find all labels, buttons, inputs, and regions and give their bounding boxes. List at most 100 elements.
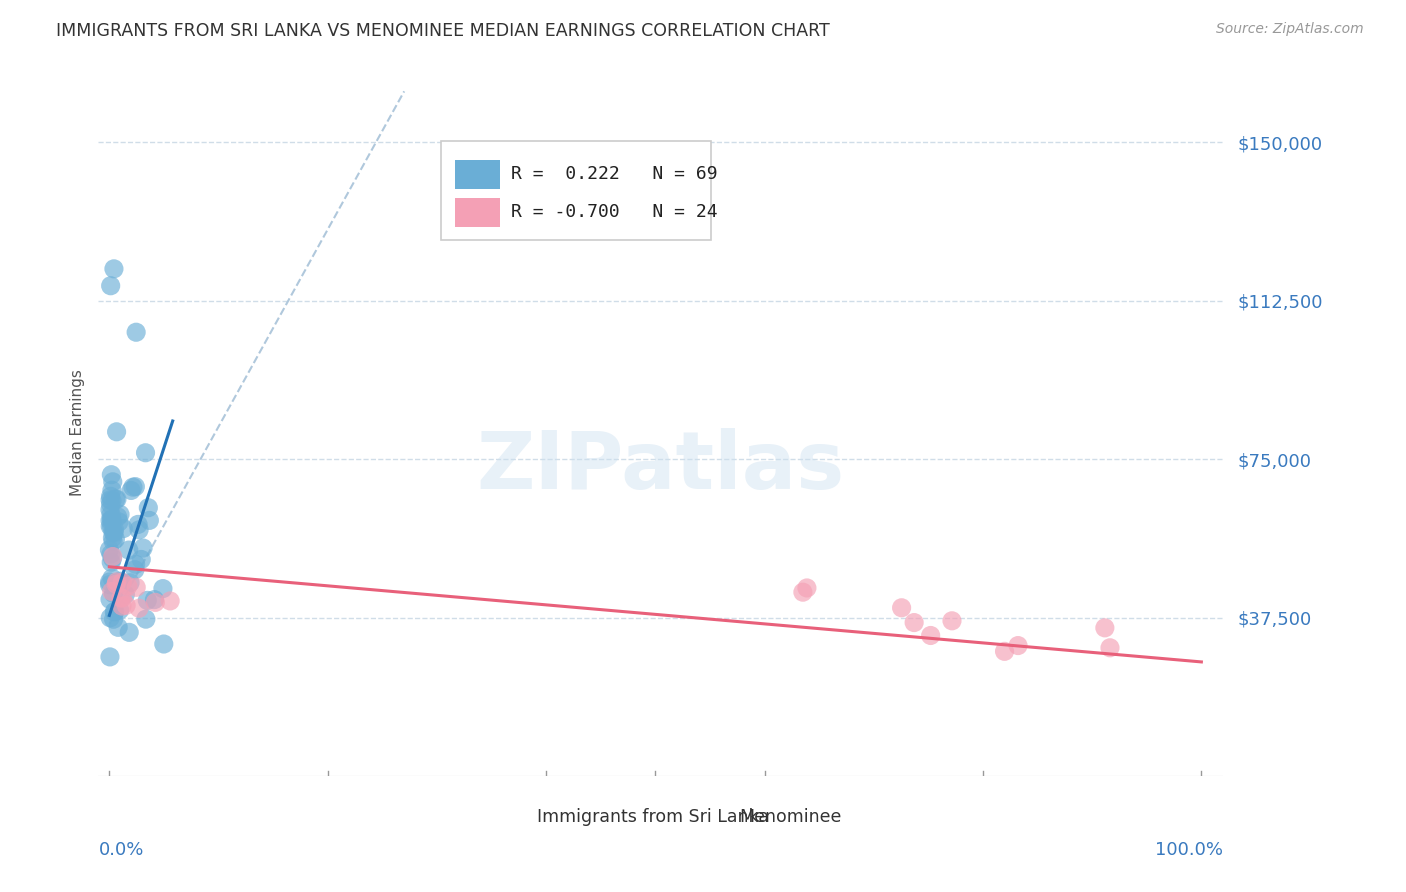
Bar (700, 808, 731, 828)
Point (101, 531, 124, 545)
Point (103, 525, 125, 540)
Point (100, 508, 122, 522)
Text: 0.0%: 0.0% (98, 841, 143, 859)
Point (101, 512, 124, 526)
Y-axis label: Median Earnings: Median Earnings (70, 369, 86, 496)
Point (101, 534, 124, 549)
Point (100, 513, 122, 527)
Point (100, 555, 122, 569)
Text: 100.0%: 100.0% (1156, 841, 1223, 859)
Text: Immigrants from Sri Lanka: Immigrants from Sri Lanka (537, 808, 769, 826)
Point (103, 605, 125, 619)
Point (903, 615, 925, 630)
Point (98, 502, 121, 516)
Point (124, 480, 146, 494)
Point (107, 509, 129, 524)
Point (135, 612, 157, 626)
Point (100, 489, 122, 503)
Point (98, 592, 121, 607)
Point (138, 513, 160, 527)
Point (128, 601, 150, 615)
Point (103, 261, 125, 276)
Point (114, 587, 136, 601)
Point (118, 575, 141, 590)
Point (103, 586, 125, 600)
Point (124, 563, 146, 577)
Point (110, 591, 132, 605)
Point (105, 492, 128, 507)
Point (100, 519, 122, 533)
Point (103, 523, 125, 537)
Point (104, 604, 127, 618)
Point (108, 574, 131, 589)
Point (143, 592, 166, 607)
Bar (456, 198, 501, 227)
Point (920, 628, 942, 642)
Point (136, 500, 159, 515)
Point (98, 578, 121, 592)
Text: Source: ZipAtlas.com: Source: ZipAtlas.com (1216, 22, 1364, 37)
Point (115, 599, 138, 613)
Point (993, 644, 1015, 658)
Point (132, 541, 155, 555)
Point (100, 278, 122, 293)
Point (103, 612, 125, 626)
Text: ZIPatlas: ZIPatlas (477, 428, 845, 506)
Point (98, 492, 121, 507)
Bar (456, 160, 501, 189)
Point (152, 637, 174, 651)
Point (104, 492, 127, 507)
Point (108, 515, 131, 529)
Point (104, 532, 127, 546)
Text: R =  0.222   N = 69: R = 0.222 N = 69 (512, 165, 718, 184)
Point (101, 571, 124, 585)
Point (105, 574, 128, 589)
Point (105, 425, 128, 439)
Point (108, 508, 131, 522)
Point (101, 493, 124, 508)
Point (98, 519, 121, 533)
Point (1094, 621, 1116, 635)
Point (100, 467, 122, 482)
Point (101, 483, 124, 498)
Point (135, 446, 157, 460)
Point (105, 577, 128, 591)
Point (796, 581, 818, 595)
Point (127, 517, 149, 532)
Point (98, 611, 121, 625)
Point (152, 582, 174, 596)
Point (941, 614, 963, 628)
Point (128, 523, 150, 537)
Point (98, 649, 121, 664)
Point (100, 547, 122, 561)
Point (100, 584, 122, 599)
Point (122, 480, 145, 494)
Point (98, 542, 121, 557)
FancyBboxPatch shape (441, 141, 711, 240)
Point (136, 593, 159, 607)
Point (120, 483, 142, 498)
Point (111, 591, 134, 605)
Point (101, 475, 124, 489)
Point (98, 574, 121, 589)
Bar (498, 808, 529, 828)
Text: Menominee: Menominee (740, 808, 842, 826)
Point (111, 575, 134, 590)
Point (159, 594, 181, 608)
Point (124, 558, 146, 572)
Point (112, 522, 135, 536)
Text: IMMIGRANTS FROM SRI LANKA VS MENOMINEE MEDIAN EARNINGS CORRELATION CHART: IMMIGRANTS FROM SRI LANKA VS MENOMINEE M… (56, 22, 830, 40)
Point (100, 497, 122, 511)
Point (129, 552, 152, 566)
Point (111, 599, 134, 613)
Point (118, 543, 141, 558)
Point (98, 514, 121, 528)
Point (101, 549, 124, 564)
Point (111, 575, 134, 590)
Point (143, 595, 166, 609)
Point (792, 585, 814, 599)
Point (125, 580, 148, 594)
Point (118, 625, 141, 640)
Point (125, 325, 148, 339)
Point (101, 551, 124, 566)
